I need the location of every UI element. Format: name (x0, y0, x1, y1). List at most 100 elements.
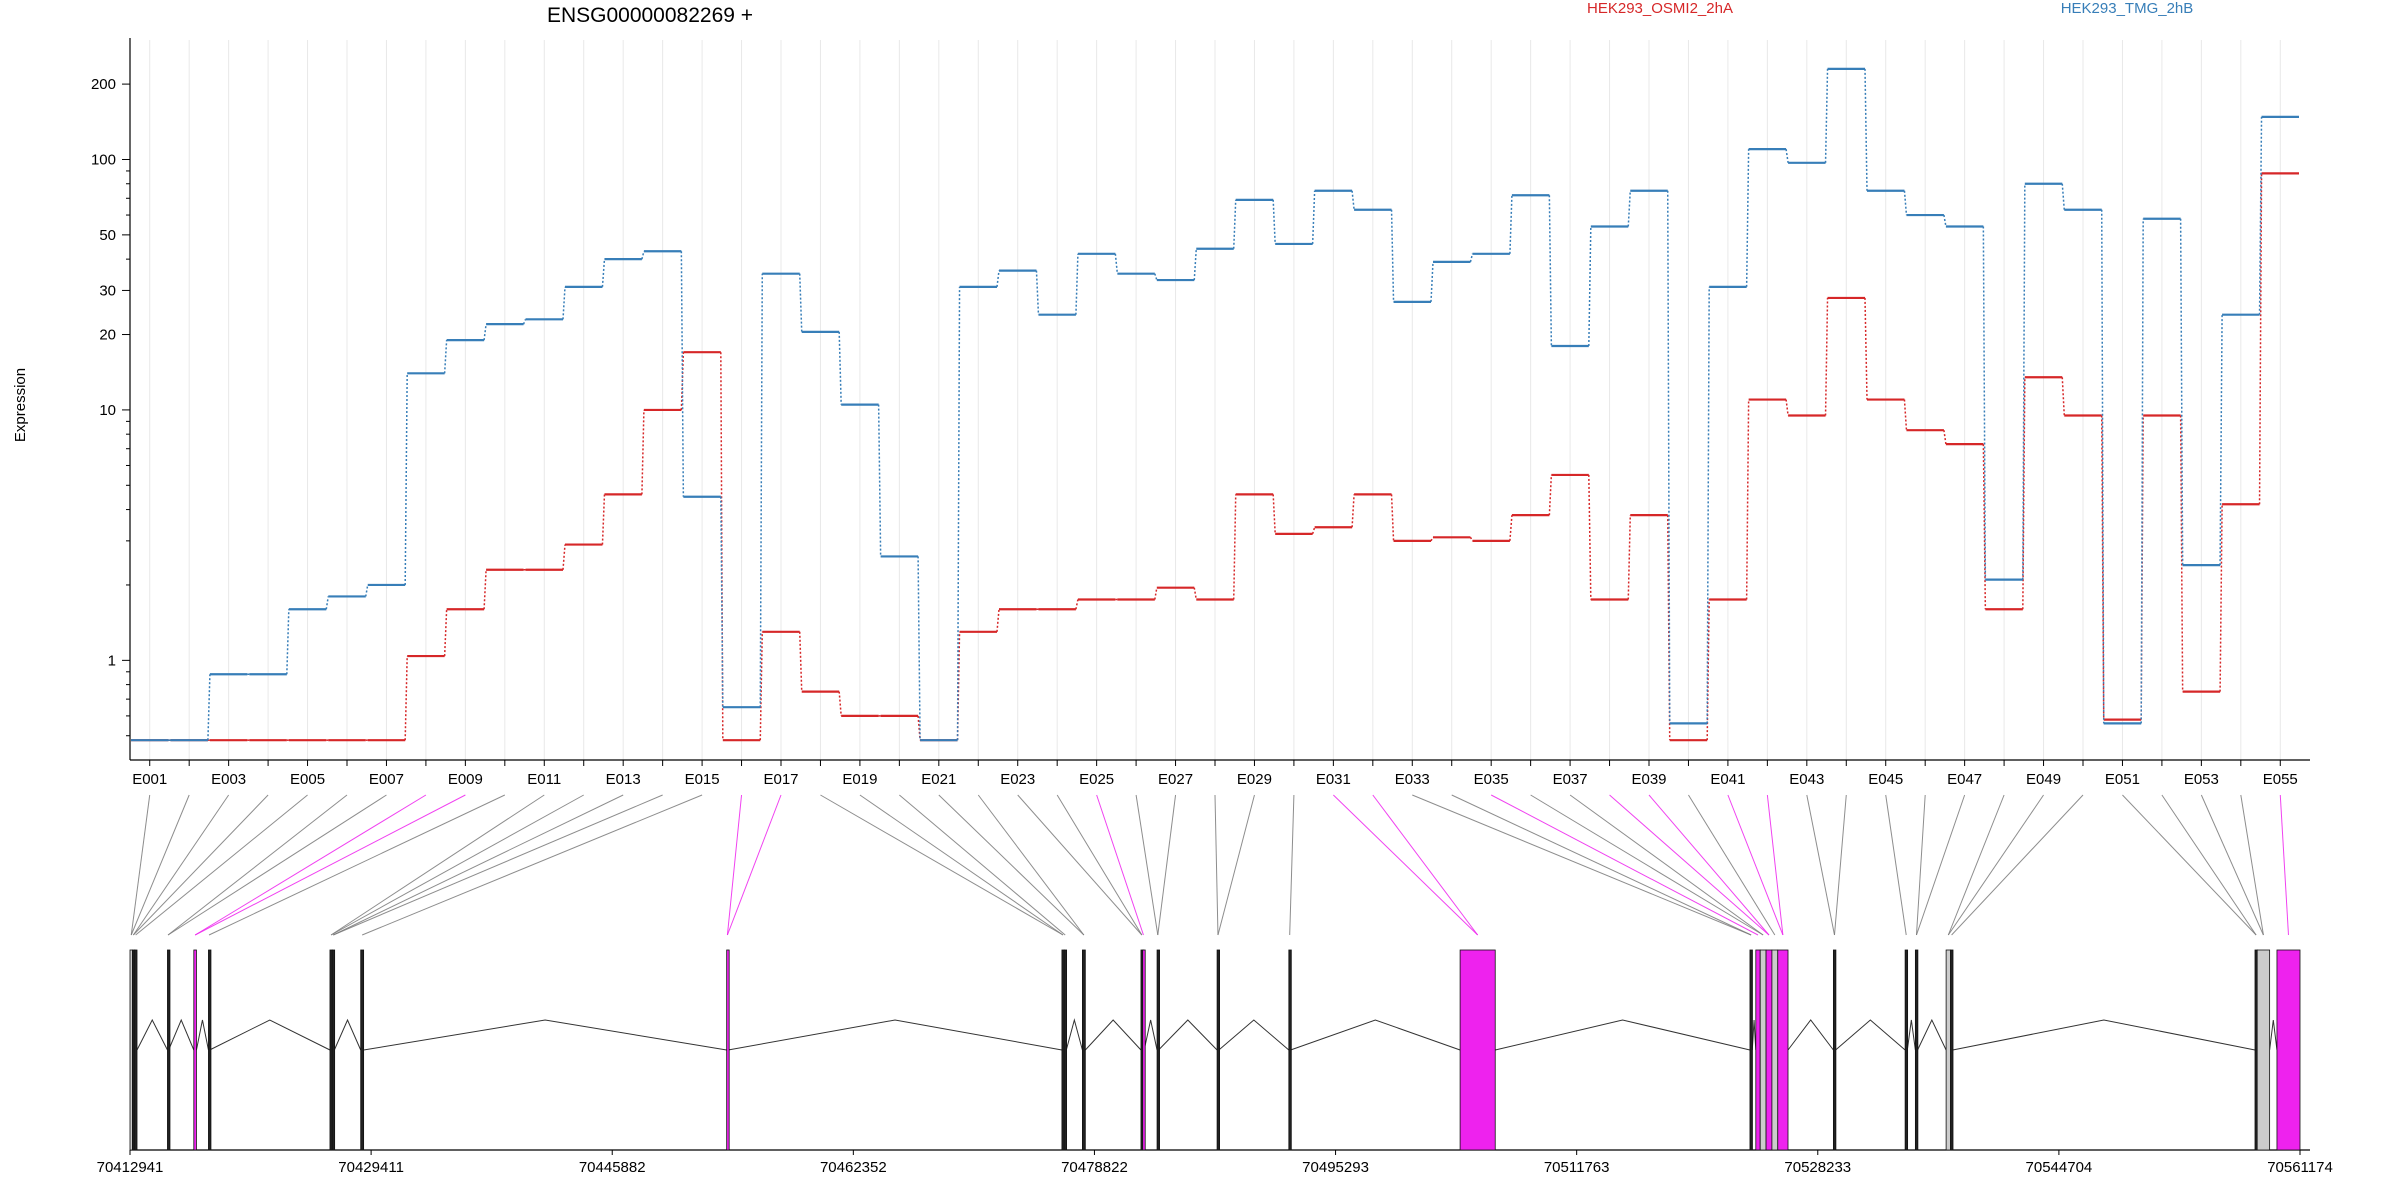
series-connector-E043 (1824, 68, 1829, 163)
series-connector-E013 (641, 251, 645, 260)
series-connector-E033 (1430, 536, 1434, 542)
series-connector-E047 (1982, 444, 1987, 610)
x-tick-label-E053: E053 (2184, 771, 2219, 788)
intron-E028 (1917, 1018, 1947, 1051)
coord-label-8: 70544704 (2026, 1159, 2093, 1176)
connector-E043 (1806, 794, 1835, 936)
intron-E006 (209, 1019, 331, 1051)
connector-E024 (1056, 794, 1143, 936)
series-connector-E052 (2179, 218, 2184, 566)
series-connector-E030 (1311, 190, 1316, 244)
coord-label-6: 70511763 (1544, 1159, 1610, 1176)
x-tick-label-E025: E025 (1079, 771, 1114, 788)
intron-E032 (2269, 1019, 2278, 1051)
series-connector-E028 (1232, 199, 1237, 249)
series-connector-E008 (443, 340, 448, 374)
exon-E024 (1771, 949, 1779, 1151)
x-tick-label-E007: E007 (369, 771, 404, 788)
coord-label-5: 70495293 (1302, 1159, 1369, 1176)
connector-E018 (820, 794, 1064, 936)
series-connector-E041 (1745, 399, 1750, 600)
series-connector-E052 (2179, 415, 2184, 692)
connector-E017 (726, 794, 782, 936)
series-connector-E007 (404, 373, 408, 585)
intron-E018 (1290, 1019, 1461, 1051)
exon-E021 (1755, 949, 1761, 1151)
series-connector-E042 (1785, 399, 1789, 416)
y-tick-labels: 1 10 20 30 50 100 200 (91, 76, 130, 737)
series-connector-E010 (522, 319, 527, 325)
connector-E025 (1096, 794, 1144, 936)
legend-series-tmg: HEK293_TMG_2hB (2061, 0, 2194, 17)
connector-E015 (361, 794, 703, 936)
connector-E001 (130, 794, 151, 936)
connector-E026 (1135, 794, 1159, 936)
series-connector-E012 (601, 259, 606, 287)
series-connector-E049 (2061, 183, 2066, 210)
exon-E012 (1063, 949, 1068, 1151)
series-connector-E048 (2022, 183, 2026, 580)
connector-E034 (1451, 794, 1752, 936)
coord-label-1: 70429411 (338, 1159, 404, 1176)
intron-E008 (333, 1018, 362, 1051)
grid-lines (149, 40, 2281, 760)
connector-E005 (135, 794, 308, 936)
x-tick-label-E045: E045 (1868, 771, 1903, 788)
exon-E018 (1288, 949, 1292, 1151)
exon-E006 (208, 949, 212, 1151)
connector-E013 (333, 794, 624, 936)
connector-E028 (1214, 794, 1219, 936)
exon-E026 (1832, 949, 1837, 1151)
series-connector-E042 (1785, 149, 1789, 163)
intron-E012 (1065, 1018, 1083, 1051)
x-tick-label-E033: E033 (1395, 771, 1430, 788)
coord-label-7: 70528233 (1784, 1159, 1851, 1176)
y-tick-label-50: 50 (99, 227, 116, 244)
x-tick-label-E039: E039 (1631, 771, 1666, 788)
series-connector-E020 (917, 715, 921, 741)
connector-E050 (1951, 794, 2084, 936)
series-connector-E027 (1193, 587, 1198, 600)
x-tick-labels: E001 E003 E005 E007 E009 E011 E013 E015 E017 E019… (132, 760, 2298, 788)
connector-E041 (1727, 794, 1784, 936)
x-tick-label-E043: E043 (1789, 771, 1824, 788)
connector-E055 (2279, 794, 2289, 936)
connector-E019 (859, 794, 1064, 936)
series-connector-E018 (838, 691, 842, 716)
series-connector-E014 (680, 251, 685, 497)
connector-E048 (1947, 794, 2005, 936)
connector-E036 (1530, 794, 1764, 936)
connector-E035 (1490, 794, 1759, 936)
connector-E002 (130, 794, 190, 936)
series-connector-E029 (1272, 199, 1276, 244)
connector-E020 (899, 794, 1066, 936)
y-tick-label-10: 10 (99, 402, 116, 419)
exon-E003 (133, 949, 138, 1151)
series-connector-E053 (2219, 504, 2223, 692)
connector-E054 (2240, 794, 2264, 936)
exon-E032 (2256, 949, 2271, 1151)
connector-E031 (1333, 794, 1479, 936)
intron-E030 (1952, 1019, 2256, 1051)
exon-E020 (1749, 949, 1753, 1151)
series-connector-E018 (838, 331, 842, 405)
x-tick-label-E051: E051 (2105, 771, 2140, 788)
gene-model (129, 949, 2310, 1151)
series-connector-E051 (2140, 218, 2144, 724)
exon-E019 (1459, 949, 1496, 1151)
connector-E044 (1833, 794, 1847, 936)
connector-E046 (1915, 794, 1926, 936)
series-connector-E023 (1035, 270, 1040, 315)
intron-E016 (1158, 1019, 1218, 1051)
series-connector-E024 (1075, 253, 1079, 315)
intron-E005 (195, 1019, 209, 1051)
connector-E006 (167, 794, 348, 936)
intron-E019 (1495, 1019, 1751, 1051)
series-connector-E033 (1430, 261, 1434, 302)
series-connector-E017 (798, 273, 803, 332)
exon-E009 (360, 949, 365, 1151)
x-tick-label-E041: E041 (1710, 771, 1745, 788)
series-connector-E021 (956, 286, 961, 741)
series-connector-E009 (483, 569, 487, 610)
series-connector-E040 (1706, 599, 1710, 741)
